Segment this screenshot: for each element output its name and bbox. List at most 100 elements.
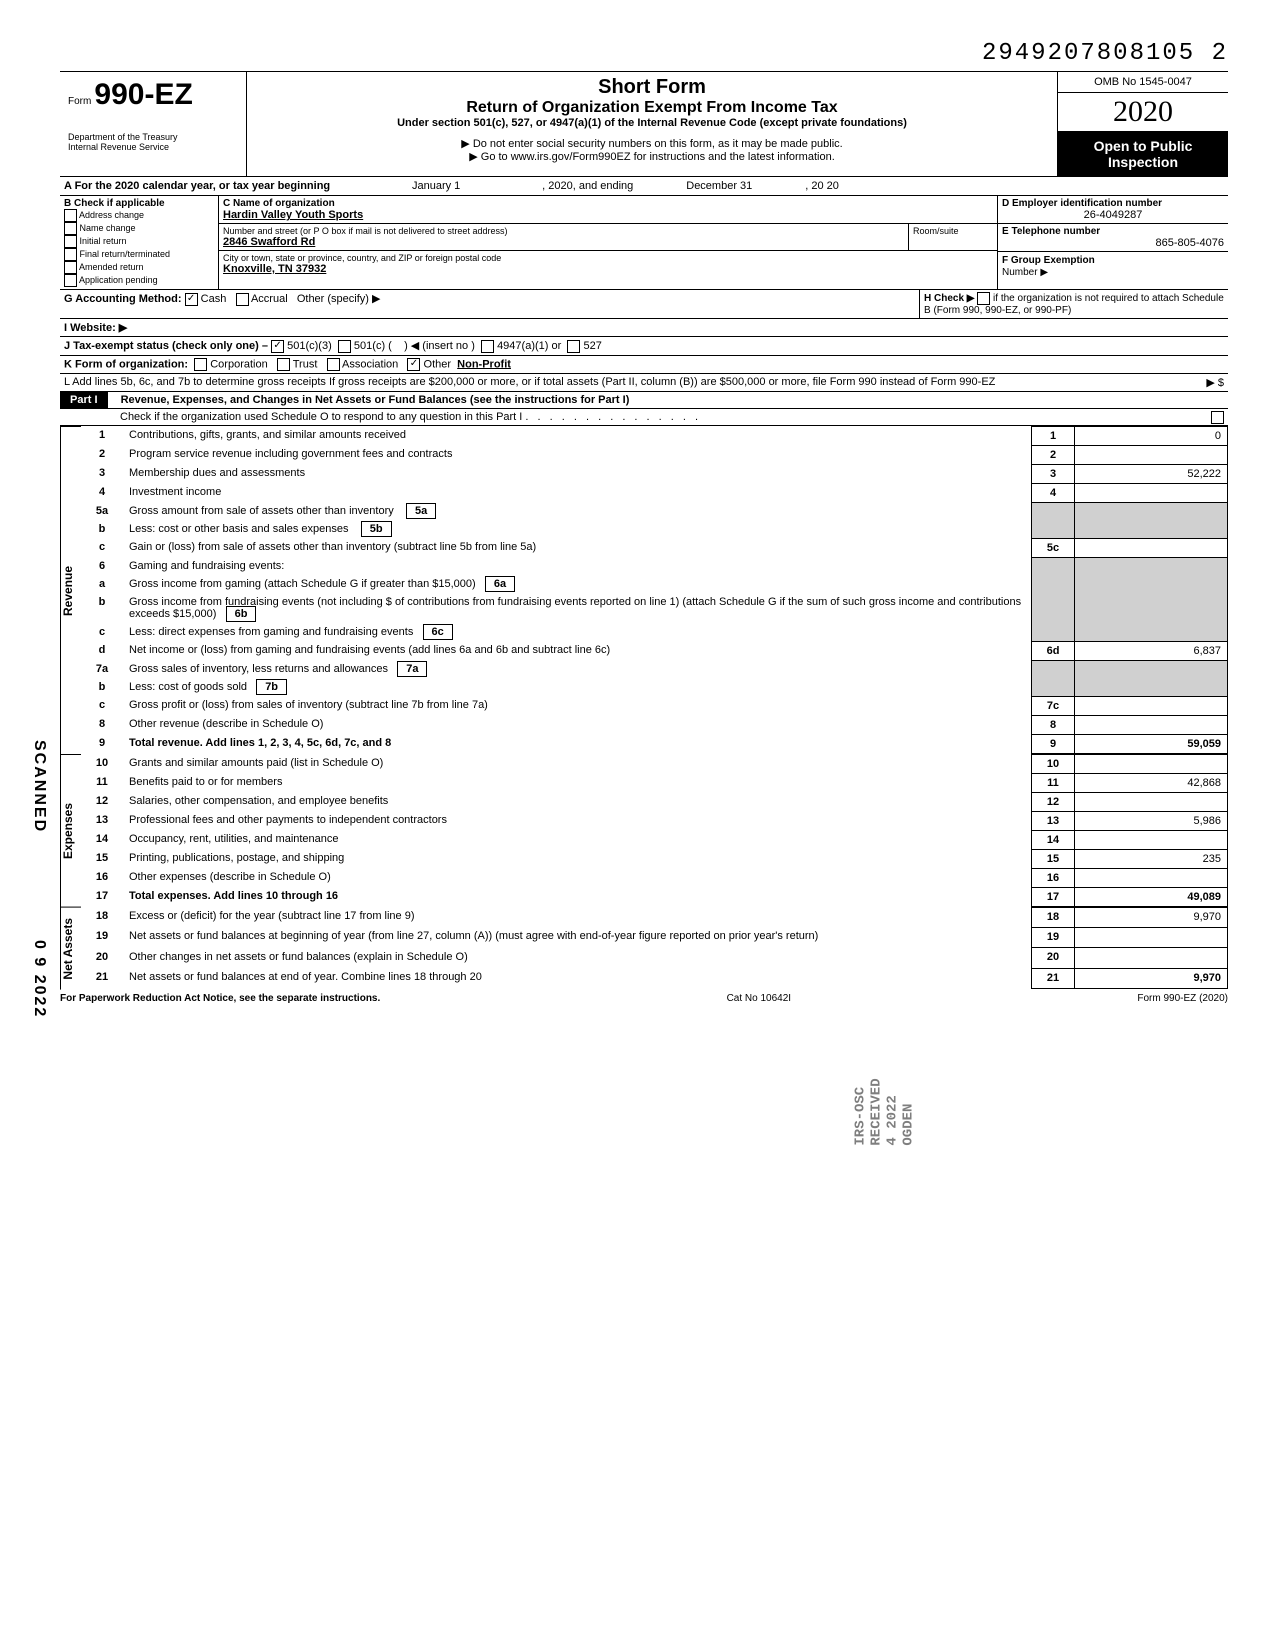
ein: 26-4049287	[1002, 209, 1224, 221]
line-5a: 5aGross amount from sale of assets other…	[81, 502, 1228, 520]
line-a: A For the 2020 calendar year, or tax yea…	[60, 177, 1228, 196]
line-19: 19Net assets or fund balances at beginni…	[81, 927, 1228, 947]
city: Knoxville, TN 37932	[223, 263, 993, 275]
line-15: 15Printing, publications, postage, and s…	[81, 849, 1228, 868]
k-assoc-label: Association	[342, 358, 398, 370]
phone: 865-805-4076	[1002, 237, 1224, 249]
k-other-label: Other	[424, 358, 452, 370]
page-number: 2949207808105 2	[60, 40, 1228, 67]
line-3: 3Membership dues and assessments352,222	[81, 464, 1228, 483]
l-arrow: ▶ $	[1104, 376, 1224, 389]
footer-left: For Paperwork Reduction Act Notice, see …	[60, 993, 380, 1004]
line-2: 2Program service revenue including gover…	[81, 445, 1228, 464]
footer-right: Form 990-EZ (2020)	[1137, 993, 1228, 1004]
title-sub: Return of Organization Exempt From Incom…	[257, 99, 1047, 117]
line-5c: cGain or (loss) from sale of assets othe…	[81, 538, 1228, 557]
instr1: ▶ Do not enter social security numbers o…	[257, 137, 1047, 150]
period-mid: , 2020, and ending	[542, 180, 633, 192]
form-prefix: Form	[68, 96, 91, 107]
instr2: ▶ Go to www.irs.gov/Form990EZ for instru…	[257, 150, 1047, 163]
open-public-2: Inspection	[1060, 154, 1226, 170]
irs-label: Internal Revenue Service	[68, 142, 238, 152]
omb-number: OMB No 1545-0047	[1058, 72, 1228, 93]
part1-title: Revenue, Expenses, and Changes in Net As…	[111, 394, 630, 406]
check-initial[interactable]: Initial return	[64, 235, 214, 248]
j-4947-label: 4947(a)(1) or	[497, 340, 561, 352]
tax-year: 2020	[1058, 93, 1228, 132]
line-6: 6Gaming and fundraising events:	[81, 557, 1228, 575]
line-13: 13Professional fees and other payments t…	[81, 811, 1228, 830]
street: 2846 Swafford Rd	[223, 236, 904, 248]
line-10: 10Grants and similar amounts paid (list …	[81, 754, 1228, 773]
line-4: 4Investment income4	[81, 483, 1228, 502]
footer-mid: Cat No 10642I	[727, 993, 792, 1004]
entity-block: B Check if applicable Address change Nam…	[60, 196, 1228, 290]
j-label: J Tax-exempt status (check only one) –	[64, 340, 268, 352]
line-a-label: A For the 2020 calendar year, or tax yea…	[64, 180, 330, 192]
line-14: 14Occupancy, rent, utilities, and mainte…	[81, 830, 1228, 849]
check-other[interactable]: ✓	[407, 358, 420, 371]
check-accrual[interactable]	[236, 293, 249, 306]
line-18: 18Excess or (deficit) for the year (subt…	[81, 907, 1228, 927]
accrual-label: Accrual	[251, 293, 288, 305]
line-17: 17Total expenses. Add lines 10 through 1…	[81, 887, 1228, 906]
f-label: F Group Exemption	[1002, 255, 1095, 266]
d-label: D Employer identification number	[1002, 198, 1224, 209]
form-header: Form 990-EZ Department of the Treasury I…	[60, 71, 1228, 177]
j-501c-label: 501(c) (	[354, 340, 392, 352]
check-4947[interactable]	[481, 340, 494, 353]
check-amended[interactable]: Amended return	[64, 261, 214, 274]
open-public-1: Open to Public	[1060, 138, 1226, 154]
i-label: I Website: ▶	[64, 322, 127, 334]
scanned-stamp: SCANNED	[30, 740, 48, 833]
period-start: January 1	[336, 180, 536, 192]
k-other-val: Non-Profit	[457, 358, 511, 370]
scan-date-stamp: 0 9 2022	[30, 940, 48, 1018]
city-label: City or town, state or province, country…	[223, 253, 993, 263]
street-label: Number and street (or P O box if mail is…	[223, 226, 904, 236]
side-netassets: Net Assets	[60, 907, 81, 990]
check-527[interactable]	[567, 340, 580, 353]
line-8: 8Other revenue (describe in Schedule O)8	[81, 715, 1228, 734]
side-revenue: Revenue	[60, 426, 81, 754]
dept-treasury: Department of the Treasury	[68, 112, 238, 142]
c-label: C Name of organization	[223, 198, 993, 209]
k-trust-label: Trust	[293, 358, 318, 370]
g-label: G Accounting Method:	[64, 293, 182, 305]
line-1: 1Contributions, gifts, grants, and simil…	[81, 426, 1228, 445]
period-end: December 31	[639, 180, 799, 192]
title-under: Under section 501(c), 527, or 4947(a)(1)…	[257, 117, 1047, 129]
check-assoc[interactable]	[327, 358, 340, 371]
line-7c: cGross profit or (loss) from sales of in…	[81, 696, 1228, 715]
period-tail: , 20 20	[805, 180, 839, 192]
line-16: 16Other expenses (describe in Schedule O…	[81, 868, 1228, 887]
check-corp[interactable]	[194, 358, 207, 371]
j-501c3-label: 501(c)(3)	[287, 340, 332, 352]
check-501c3[interactable]: ✓	[271, 340, 284, 353]
l-text: L Add lines 5b, 6c, and 7b to determine …	[64, 376, 1104, 389]
check-cash[interactable]: ✓	[185, 293, 198, 306]
check-pending[interactable]: Application pending	[64, 274, 214, 287]
e-label: E Telephone number	[1002, 226, 1224, 237]
cash-label: Cash	[201, 293, 227, 305]
check-final[interactable]: Final return/terminated	[64, 248, 214, 261]
check-address[interactable]: Address change	[64, 209, 214, 222]
line-20: 20Other changes in net assets or fund ba…	[81, 948, 1228, 968]
line-6d: dNet income or (loss) from gaming and fu…	[81, 641, 1228, 660]
f-label2: Number ▶	[1002, 267, 1048, 278]
check-part1-scho[interactable]	[1211, 411, 1224, 424]
line-11: 11Benefits paid to or for members1142,86…	[81, 773, 1228, 792]
check-trust[interactable]	[277, 358, 290, 371]
check-501c[interactable]	[338, 340, 351, 353]
check-name[interactable]: Name change	[64, 222, 214, 235]
line-21: 21Net assets or fund balances at end of …	[81, 968, 1228, 988]
j-527-label: 527	[583, 340, 601, 352]
check-h[interactable]	[977, 292, 990, 305]
irs-received-stamp: IRS-OSC RECEIVED 4 2022 OGDEN	[852, 1078, 916, 1145]
part1-check-text: Check if the organization used Schedule …	[120, 411, 522, 423]
side-expenses: Expenses	[60, 754, 81, 907]
footer: For Paperwork Reduction Act Notice, see …	[60, 989, 1228, 1004]
other-spec-label: Other (specify) ▶	[297, 293, 381, 305]
title-main: Short Form	[257, 76, 1047, 99]
k-corp-label: Corporation	[210, 358, 267, 370]
